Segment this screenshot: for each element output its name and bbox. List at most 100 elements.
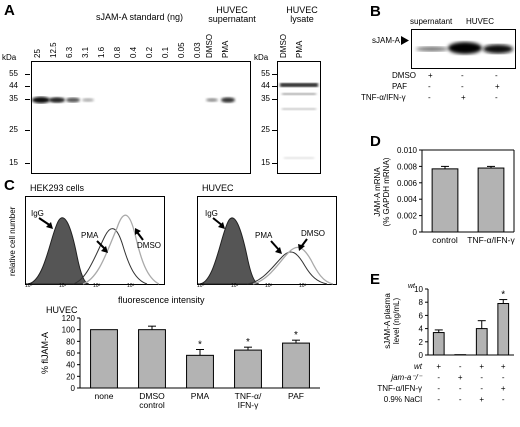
lane-label: 0.2 [145,46,154,58]
significance-marker: * [198,340,202,351]
panel-c-huvec-title: HUVEC [202,183,234,193]
lane-label: 25 [33,49,42,58]
band-lysate-44 [280,83,318,87]
panel-a-standard-title: sJAM-A standard (ng) [96,12,184,22]
band-6-3ng [66,97,80,103]
hek-dmso-curve [82,214,160,285]
category-label: PMA [191,391,210,401]
band-b-dmso [416,46,448,52]
panel-label-d: D [370,133,381,150]
panel-e-ylabel-line1: sJAM-A plasma [383,293,392,349]
y-tick-label: 0 [419,351,424,360]
category-label: DMSO control [139,391,165,410]
panel-e-row-label: wt [414,362,423,371]
svg-text:10²: 10² [265,283,273,289]
mw-marker-label: 15 [9,158,18,167]
panel-e-top-tick-label: wt [408,283,416,290]
panel-b-blot [411,29,516,69]
y-tick-label: 10 [414,285,423,294]
band-lysate-38 [282,93,316,95]
lane-label: 1.6 [97,46,106,58]
huvec-igg-label: IgG [205,209,218,218]
panel-e-row-cell: - [480,384,483,393]
band-lysate-30 [282,108,316,110]
panel-e-row-cell: + [501,384,506,393]
panel-b-header-supernatant: supernatant [410,17,453,26]
panel-a-lysate-title: HUVEC lysate [286,5,318,24]
mw-marker-label: 25 [261,125,270,134]
lane-label: PMA [295,40,304,58]
mw-marker-tick [25,74,30,75]
hek-dmso-label: DMSO [137,241,161,250]
y-tick-label: 0.006 [397,179,418,188]
panel-e-row-cell: - [437,373,440,382]
panel-b-row-cell: - [461,71,464,80]
mw-marker-label: 25 [9,125,18,134]
lane-label: 0.1 [161,46,170,58]
y-tick-label: 40 [66,361,75,370]
panel-e-row-cell: + [479,395,484,404]
huvec-dmso-label: DMSO [301,229,325,238]
mw-marker-label: 55 [261,69,270,78]
y-tick-label: 2 [419,338,424,347]
lane-label: DMSO [279,34,288,58]
mw-marker-label: 55 [9,69,18,78]
y-tick-label: 0.004 [397,195,418,204]
svg-text:10¹: 10¹ [231,283,239,289]
panel-b-arrow-icon [401,36,409,45]
mw-marker-tick [272,163,277,164]
mw-marker-tick [272,86,277,87]
y-tick-label: 6 [419,311,424,320]
panel-c-xlabel: fluorescence intensity [118,295,205,305]
panel-e-row-cell: + [501,362,506,371]
mw-marker-tick [272,74,277,75]
band-supernatant-dmso [206,98,218,102]
mw-marker-tick [25,130,30,131]
hek-igg-label: IgG [31,209,44,218]
panel-b-band-label: sJAM-A [372,36,400,45]
lane-label: 6.3 [65,46,74,58]
category-label: none [95,391,114,401]
panel-b-row-cell: - [495,71,498,80]
significance-marker: * [246,337,250,348]
y-tick-label: 0.002 [397,212,418,221]
huvec-pma-label: PMA [255,231,273,240]
lane-label: 0.05 [177,42,186,58]
mw-marker-tick [25,99,30,100]
panel-e-ylabel-line2: level (ng/mL) [392,298,401,345]
category-label: TNF-α/IFN-γ [235,391,262,410]
panel-a-lysate-blot [277,61,321,174]
lane-label: 12.5 [49,42,58,58]
panel-a-lysate-kda-label: kDa [254,53,269,62]
panel-e-row-label: 0.9% NaCl [384,395,422,404]
mw-marker-label: 44 [261,81,270,90]
bar [138,329,166,389]
panel-a-supernatant-title: HUVEC supernatant [208,5,256,24]
panel-a-kda-label: kDa [2,53,17,62]
panel-e-row-cell: + [479,362,484,371]
panel-e-row-cell: - [480,373,483,382]
bar [497,303,510,356]
huvec-igg-curve [198,217,260,285]
band-b-paf [483,44,513,54]
hek293-histogram: 10⁰ 10¹ 10² 10³ IgG PMA DMSO [25,196,165,289]
panel-c-chart-ylabel: % flJAM-A [40,332,50,374]
lane-label: 3.1 [81,46,90,58]
lane-label: 0.4 [129,46,138,58]
panel-b-row-cell: - [428,82,431,91]
panel-b-header-huvec: HUVEC [466,17,495,26]
bar [432,332,445,356]
lane-label: PMA [221,40,230,58]
band-3-1ng [82,98,94,102]
panel-label-b: B [370,3,381,20]
panel-b-row-cell: - [428,93,431,102]
y-tick-label: 80 [66,337,75,346]
significance-marker: * [294,330,298,341]
mw-marker-tick [272,130,277,131]
panel-e-row-label: TNF-α/IFN-γ [377,384,422,393]
band-12-5ng [49,97,65,103]
y-tick-label: 4 [419,325,424,334]
panel-b-row-cell: - [495,93,498,102]
panel-b-row-label: DMSO [392,71,416,80]
y-tick-label: 60 [66,349,75,358]
